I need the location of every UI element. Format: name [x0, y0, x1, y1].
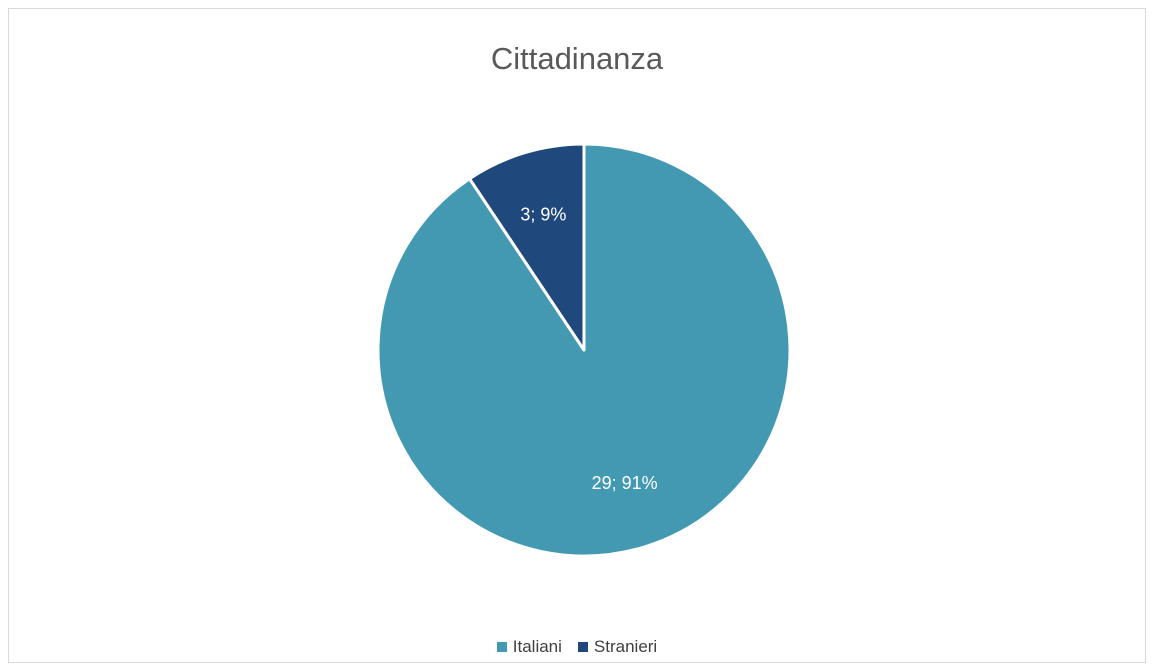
data-label-stranieri: 3; 9% [520, 205, 566, 225]
legend-item-italiani: Italiani [496, 637, 562, 657]
legend-label-italiani: Italiani [512, 637, 562, 656]
chart-title: Cittadinanza [490, 41, 664, 76]
pie-slice-stranieri [468, 142, 586, 352]
legend-item-stranieri: Stranieri [577, 637, 658, 657]
chart-legend: Italiani Stranieri [9, 637, 1145, 657]
legend-swatch-stranieri [577, 642, 588, 652]
legend-label-stranieri: Stranieri [593, 637, 658, 656]
legend-swatch-italiani [496, 642, 507, 652]
chart-area: Cittadinanza 29; 91% 3; 9% Italiani Strani… [8, 8, 1146, 663]
pie-slice-italiani [376, 142, 792, 558]
pie-plot: 29; 91% 3; 9% [376, 142, 792, 558]
data-label-italiani: 29; 91% [592, 473, 658, 493]
